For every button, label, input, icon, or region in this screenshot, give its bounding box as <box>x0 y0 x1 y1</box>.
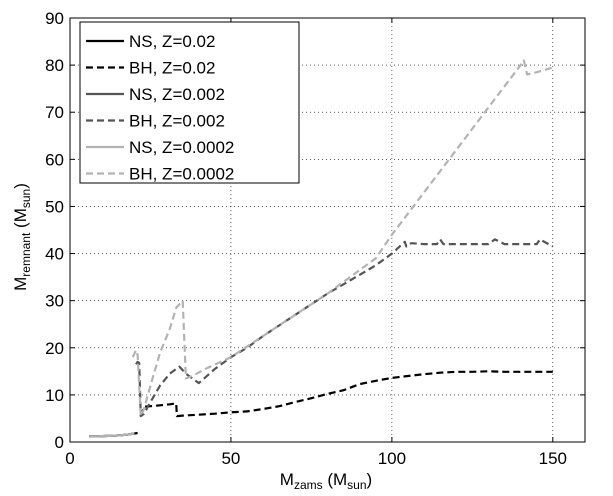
series-line-ns-z-0-0002 <box>89 432 135 438</box>
legend-box <box>79 21 300 184</box>
y-tick-label: 80 <box>45 56 64 75</box>
y-axis-label: Mremnant (Msun) <box>11 183 33 291</box>
x-tick-label: 100 <box>378 449 406 468</box>
y-tick-label: 10 <box>45 386 64 405</box>
legend-label: NS, Z=0.002 <box>129 85 225 104</box>
legend: NS, Z=0.02 BH, Z=0.02 NS, Z=0.002 BH, Z=0.0… <box>79 21 300 184</box>
plot-frame <box>69 17 586 443</box>
legend-label: NS, Z=0.02 <box>129 32 215 51</box>
axis-ticks: 0 50 100 150 0 10 20 30 40 50 60 70 80 90 <box>45 9 585 468</box>
y-tick-label: 30 <box>45 292 64 311</box>
legend-label: BH, Z=0.02 <box>129 59 215 78</box>
x-tick-label: 150 <box>539 449 567 468</box>
y-tick-label: 0 <box>55 433 64 452</box>
y-tick-label: 70 <box>45 103 64 122</box>
plot-lines <box>89 59 554 438</box>
series-line-bh-z-0-002 <box>135 238 554 418</box>
grid <box>70 18 585 442</box>
y-tick-label: 90 <box>45 9 64 28</box>
y-tick-label: 20 <box>45 339 64 358</box>
x-tick-label: 0 <box>65 449 74 468</box>
x-axis-label: Mzams (Msun) <box>280 470 372 492</box>
y-tick-label: 50 <box>45 197 64 216</box>
legend-label: BH, Z=0.002 <box>129 112 225 131</box>
x-tick-label: 50 <box>221 449 240 468</box>
y-tick-label: 60 <box>45 150 64 169</box>
y-tick-label: 40 <box>45 245 64 264</box>
series-line-bh-z-0-02 <box>139 370 553 418</box>
legend-label: NS, Z=0.0002 <box>129 138 234 157</box>
series-line-bh-z-0-0002 <box>131 59 554 418</box>
legend-label: BH, Z=0.0002 <box>129 165 234 184</box>
